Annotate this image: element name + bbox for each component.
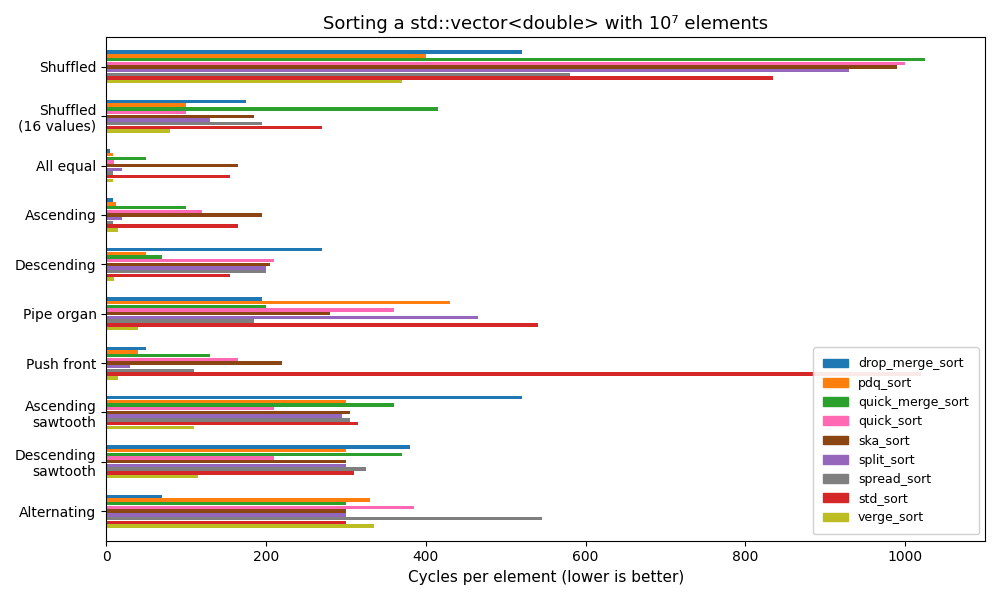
Bar [106,396,522,400]
Bar [106,202,116,206]
Bar [106,266,266,270]
Bar [106,464,346,467]
Bar [106,513,346,517]
Bar [106,471,354,475]
Bar [106,76,773,80]
Bar [106,502,346,505]
Bar [106,361,282,365]
Bar [106,425,194,429]
Bar [106,100,246,103]
Bar [106,164,238,167]
Bar [106,365,130,368]
Bar [106,73,570,76]
Bar [106,467,366,471]
Bar [106,259,274,262]
Bar [106,373,921,376]
Legend: drop_merge_sort, pdq_sort, quick_merge_sort, quick_sort, ska_sort, split_sort, s: drop_merge_sort, pdq_sort, quick_merge_s… [813,347,979,535]
Bar [106,506,414,509]
X-axis label: Cycles per element (lower is better): Cycles per element (lower is better) [408,570,684,585]
Bar [106,65,897,68]
Bar [106,111,186,114]
Bar [106,460,346,463]
Bar [106,167,122,171]
Bar [106,228,118,232]
Bar [106,248,322,251]
Bar [106,422,358,425]
Bar [106,323,538,326]
Bar [106,125,322,129]
Bar [106,209,202,213]
Bar [106,224,238,228]
Bar [106,179,113,182]
Bar [106,54,426,58]
Bar [106,107,438,110]
Bar [106,175,230,178]
Bar [106,58,925,61]
Bar [106,206,186,209]
Bar [106,69,849,73]
Bar [106,347,146,350]
Bar [106,449,346,452]
Bar [106,415,342,418]
Bar [106,411,350,414]
Bar [106,157,146,160]
Bar [106,407,274,410]
Bar [106,297,262,301]
Bar [106,172,113,175]
Bar [106,358,238,361]
Bar [106,319,254,323]
Bar [106,217,122,220]
Bar [106,475,198,478]
Bar [106,122,262,125]
Bar [106,130,170,133]
Bar [106,149,110,152]
Bar [106,80,402,83]
Bar [106,494,162,498]
Bar [106,251,146,255]
Bar [106,316,478,319]
Bar [106,524,374,527]
Bar [106,452,402,456]
Bar [106,403,394,407]
Bar [106,115,254,118]
Bar [106,50,522,54]
Bar [106,221,113,224]
Bar [106,263,270,266]
Bar [106,301,450,304]
Bar [106,160,114,164]
Bar [106,445,410,449]
Bar [106,305,266,308]
Bar [106,509,346,513]
Bar [106,354,210,358]
Bar [106,213,262,217]
Bar [106,277,114,281]
Bar [106,499,370,502]
Title: Sorting a std::vector<double> with 10⁷ elements: Sorting a std::vector<double> with 10⁷ e… [323,15,768,33]
Bar [106,103,186,107]
Bar [106,521,346,524]
Bar [106,62,905,65]
Bar [106,327,138,330]
Bar [106,517,542,520]
Bar [106,270,266,274]
Bar [106,255,162,259]
Bar [106,312,330,316]
Bar [106,457,274,460]
Bar [106,376,118,380]
Bar [106,400,346,403]
Bar [106,418,350,422]
Bar [106,369,194,372]
Bar [106,199,113,202]
Bar [106,153,113,156]
Bar [106,308,394,312]
Bar [106,118,210,122]
Bar [106,274,230,277]
Bar [106,350,138,353]
